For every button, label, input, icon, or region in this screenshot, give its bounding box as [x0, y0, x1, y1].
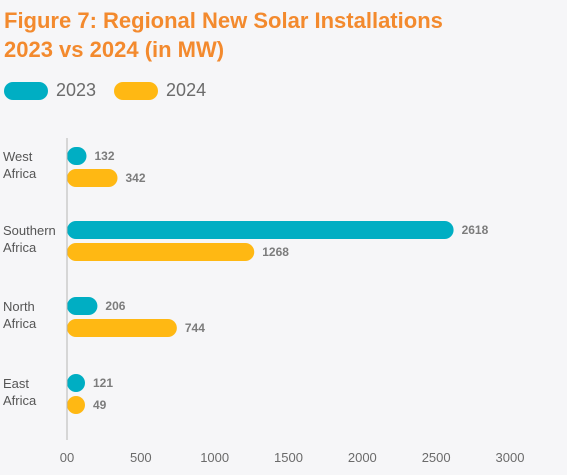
bar-2024-southern-africa — [67, 243, 255, 261]
legend-label-2023: 2023 — [56, 80, 97, 100]
bar-2023-west-africa — [67, 147, 87, 165]
chart-title-line2: 2023 vs 2024 (in MW) — [4, 37, 225, 62]
value-label-2024-north-africa: 744 — [185, 321, 205, 335]
legend-swatch-2023 — [4, 81, 48, 100]
bar-2024-west-africa — [67, 169, 118, 187]
x-tick-label-1000: 1000 — [200, 450, 229, 465]
x-tick-label-2500: 2500 — [422, 450, 451, 465]
value-label-2024-southern-africa: 1268 — [262, 245, 289, 259]
x-tick-label-2000: 2000 — [348, 450, 377, 465]
chart-title: Figure 7: Regional New Solar Installatio… — [4, 6, 443, 64]
category-label-southern-africa: Southern Africa — [3, 223, 56, 255]
legend-item-2024: 2024 — [114, 80, 206, 101]
x-tick-label-500: 500 — [130, 450, 152, 465]
x-tick-label-0: 00 — [60, 450, 74, 465]
category-label-north-africa: North Africa — [3, 299, 37, 331]
chart-title-line1: Figure 7: Regional New Solar Installatio… — [4, 8, 443, 33]
category-label-east-africa: East Africa — [3, 376, 37, 408]
bar-2024-north-africa — [67, 319, 177, 337]
bar-2024-east-africa — [67, 396, 85, 414]
value-label-2024-west-africa: 342 — [126, 171, 146, 185]
category-label-west-africa: West Africa — [3, 149, 37, 181]
value-label-2023-southern-africa: 2618 — [462, 223, 489, 237]
value-label-2023-east-africa: 121 — [93, 376, 113, 390]
bar-2023-north-africa — [67, 297, 98, 315]
x-tick-label-3000: 3000 — [496, 450, 525, 465]
bar-2023-southern-africa — [67, 221, 454, 239]
legend-item-2023: 2023 — [4, 80, 96, 101]
value-label-2023-north-africa: 206 — [105, 299, 125, 313]
x-tick-label-1500: 1500 — [274, 450, 303, 465]
legend-swatch-2024 — [114, 81, 159, 100]
legend: 2023 2024 — [4, 80, 224, 101]
legend-label-2024: 2024 — [166, 80, 207, 100]
value-label-2023-west-africa: 132 — [94, 149, 114, 163]
bar-2023-east-africa — [67, 374, 85, 392]
value-label-2024-east-africa: 49 — [93, 398, 107, 412]
